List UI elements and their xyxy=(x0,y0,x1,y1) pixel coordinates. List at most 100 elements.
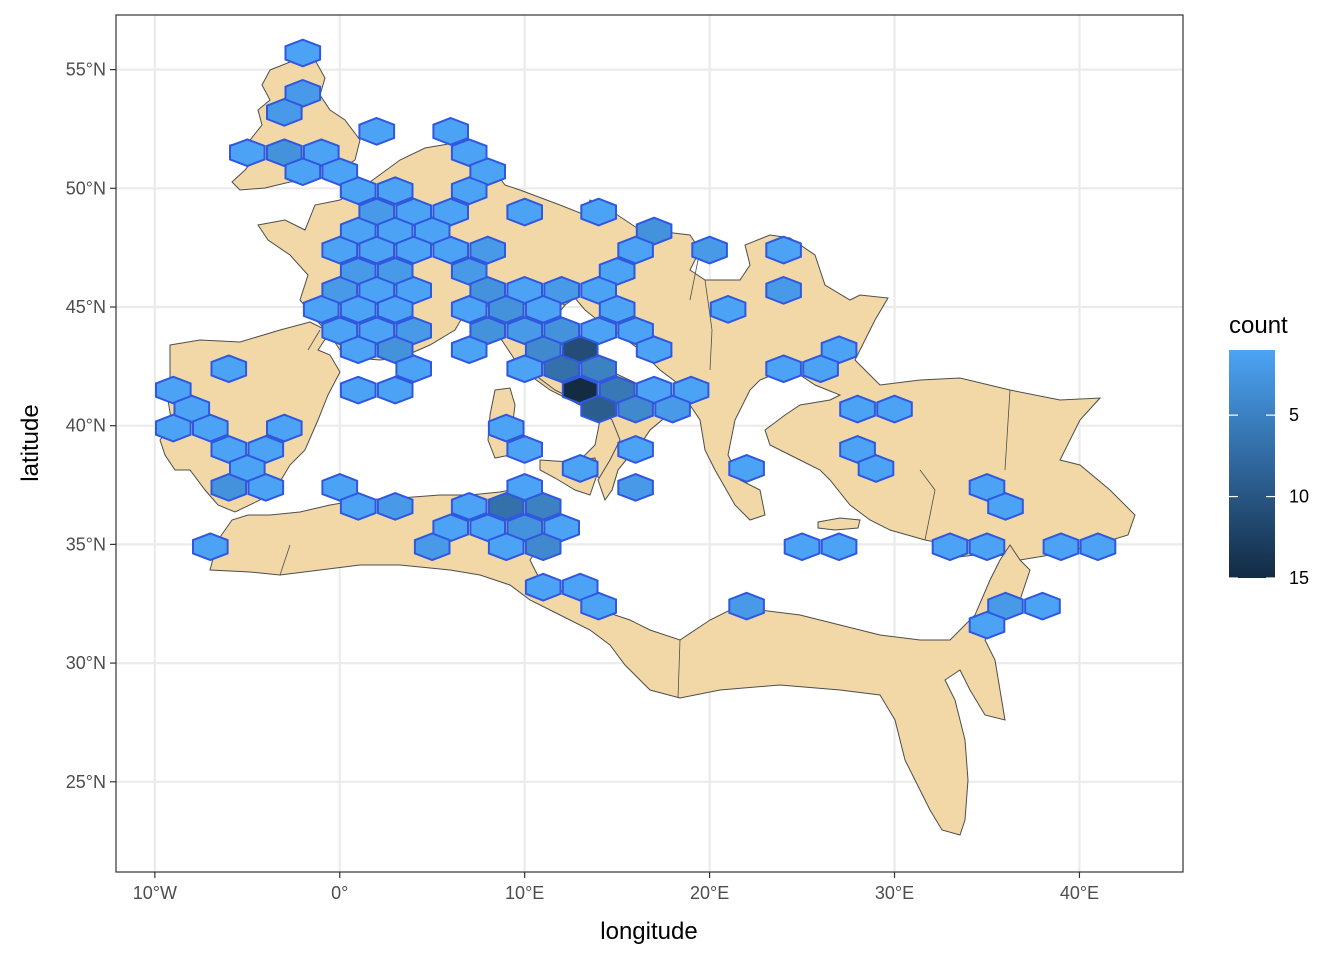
hexbin-cell xyxy=(266,97,303,127)
hexbin-cell xyxy=(635,375,673,405)
hexbin-cell xyxy=(524,532,562,562)
hexbin-cell xyxy=(487,492,525,521)
hexbin-cell xyxy=(155,413,192,443)
hexbin-cell xyxy=(321,275,359,305)
hexbin-cell xyxy=(1024,591,1061,621)
hexbin-cell xyxy=(580,394,617,424)
hexbin-cell xyxy=(284,157,322,187)
hexbin-cell xyxy=(506,316,543,346)
hexbin-cell xyxy=(284,78,322,108)
hexbin-cell xyxy=(395,275,432,305)
hexbin-cell xyxy=(1079,532,1117,562)
x-tick-label: 30°E xyxy=(875,883,914,903)
y-tick-label: 55°N xyxy=(66,60,106,80)
hexbin-cell xyxy=(339,492,377,521)
hexbin-cell xyxy=(469,275,506,305)
hexbin-cell xyxy=(598,375,636,405)
hexbin-cell xyxy=(635,335,673,365)
hexbin-cell xyxy=(728,454,765,483)
x-tick-label: 20°E xyxy=(690,883,729,903)
hexbin-cell xyxy=(654,394,691,424)
hexbin-cell xyxy=(469,513,506,543)
x-tick-label: 40°E xyxy=(1060,883,1099,903)
hexbin-cell xyxy=(339,257,377,286)
hexbin-cell xyxy=(432,116,469,146)
hexbin-cell xyxy=(524,294,562,324)
hexbin-cell xyxy=(580,591,617,621)
legend-tick-label: 10 xyxy=(1289,487,1309,507)
hexbin-cell xyxy=(469,316,506,346)
x-axis-title: longitude xyxy=(600,918,697,945)
y-tick-label: 25°N xyxy=(66,772,106,792)
hexbin-cell xyxy=(432,513,469,543)
crete-shape xyxy=(817,517,861,531)
x-tick-label: 10°E xyxy=(505,883,544,903)
hexbin-cell xyxy=(432,197,469,227)
hexbin-cell xyxy=(284,38,322,68)
hexbin-cell xyxy=(229,138,266,168)
hexbin-cell xyxy=(358,197,396,227)
hexbin-cell xyxy=(506,197,543,227)
hexbin-cell xyxy=(192,532,229,562)
hexbin-cell xyxy=(561,454,599,483)
hexbin-cell xyxy=(728,591,765,621)
hexbin-cell xyxy=(302,138,340,168)
hexbin-cell xyxy=(339,375,377,405)
hexbin-cell xyxy=(598,257,636,286)
hexbin-cell xyxy=(617,316,654,346)
hexbin-cell xyxy=(358,235,396,265)
hexbin-cell xyxy=(210,435,248,464)
hexbin-layer xyxy=(155,38,1117,640)
hexbin-cell xyxy=(247,473,285,502)
hexbin-cell xyxy=(709,294,747,324)
hexbin-cell xyxy=(266,138,303,168)
hexbin-cell xyxy=(635,216,673,246)
hexbin-cell xyxy=(413,216,451,246)
hexbin-cell xyxy=(561,375,599,405)
hexbin-cell xyxy=(376,216,414,246)
hexbin-cell xyxy=(302,294,340,324)
hexbin-cell xyxy=(765,235,802,265)
hexbin-cell xyxy=(339,294,377,324)
hexbin-cell xyxy=(691,235,728,265)
hexbin-cell xyxy=(376,294,414,324)
hexbin-cell xyxy=(580,197,617,227)
hexbin-cell xyxy=(543,316,580,346)
hexbin-cell xyxy=(672,375,710,405)
hexbin-cell xyxy=(931,532,969,562)
hexbin-cell xyxy=(968,473,1006,502)
y-tick-label: 30°N xyxy=(66,653,106,673)
hexbin-cell xyxy=(987,591,1024,621)
hexbin-cell xyxy=(820,532,858,562)
hexbin-cell xyxy=(839,435,876,464)
hexbin-cell xyxy=(617,394,654,424)
hexbin-cell xyxy=(469,157,506,187)
hexbin-cell xyxy=(376,492,414,521)
hexbin-cell xyxy=(543,513,580,543)
hexbin-cell xyxy=(376,335,414,365)
hexbin-cell xyxy=(339,335,377,365)
hexbin-cell xyxy=(450,335,488,365)
y-axis: 25°N 30°N 35°N 40°N 45°N 50°N 55°N xyxy=(66,60,116,792)
hexbin-cell xyxy=(487,532,525,562)
legend-ticks: 5 10 15 xyxy=(1229,405,1309,588)
color-legend: count 5 10 15 xyxy=(1229,312,1309,588)
hexbin-cell xyxy=(543,354,580,384)
hexbin-cell xyxy=(192,413,229,443)
hexbin-cell xyxy=(506,435,543,464)
hexbin-cell xyxy=(580,354,617,384)
y-tick-label: 40°N xyxy=(66,416,106,436)
y-tick-label: 35°N xyxy=(66,534,106,554)
hexbin-cell xyxy=(524,335,562,365)
legend-tick-label: 15 xyxy=(1289,568,1309,588)
hexbin-cell xyxy=(617,235,654,265)
hexbin-cell xyxy=(561,335,599,365)
hexbin-cell xyxy=(617,435,654,464)
x-axis: 10°W 0° 10°E 20°E 30°E 40°E xyxy=(133,872,1099,903)
hexbin-cell xyxy=(358,316,396,346)
hexbin-cell xyxy=(765,275,802,305)
hexbin-cell xyxy=(561,572,599,602)
hexbin-cell xyxy=(247,435,285,464)
hexbin-cell xyxy=(395,197,432,227)
